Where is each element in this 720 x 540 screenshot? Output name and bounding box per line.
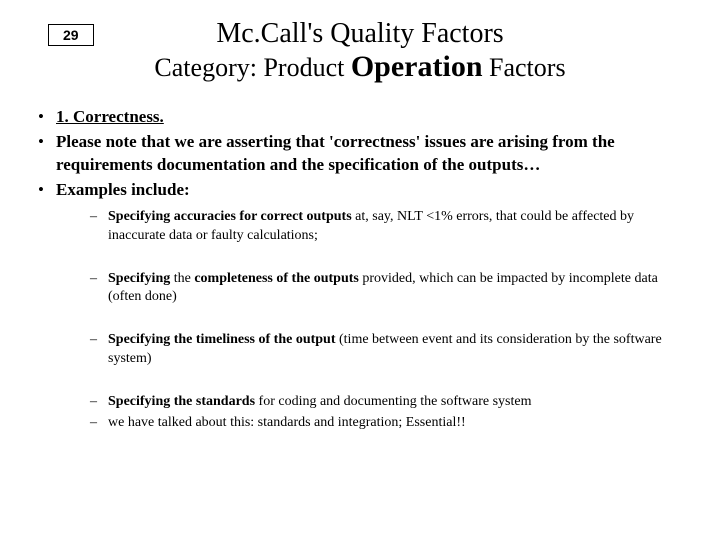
rest-span: we have talked about this: standards and… <box>108 415 466 430</box>
title-block: Mc.Call's Quality Factors Category: Prod… <box>0 18 720 84</box>
bold-span: Specifying <box>108 271 170 286</box>
bullet-lvl1: • 1. Correctness. <box>38 106 682 129</box>
bullet-dot-icon: • <box>38 131 56 154</box>
title-line2: Category: Product Operation Factors <box>0 50 720 84</box>
bold-span: Specifying the standards <box>108 394 255 409</box>
title-line1: Mc.Call's Quality Factors <box>0 18 720 50</box>
bullet-dash-icon: – <box>90 331 108 350</box>
bullet-lvl2-text: Specifying the timeliness of the output … <box>108 331 682 369</box>
bullet-lvl2: – Specifying the standards for coding an… <box>90 393 682 412</box>
bullet-lvl2-text: we have talked about this: standards and… <box>108 414 682 433</box>
bold-span: completeness of the outputs <box>194 271 359 286</box>
bullet-lvl1-text: Please note that we are asserting that '… <box>56 131 682 177</box>
rest-span: for coding and documenting the software … <box>255 394 531 409</box>
bullet-lvl1: • Examples include: <box>38 179 682 202</box>
body: • 1. Correctness. • Please note that we … <box>38 106 682 435</box>
bullet-dash-icon: – <box>90 208 108 227</box>
bold-span: Specifying accuracies for correct output… <box>108 209 352 224</box>
bullet-lvl2: – Specifying the completeness of the out… <box>90 270 682 308</box>
title-line2-pre: Category: Product <box>154 53 350 82</box>
bullet-lvl1: • Please note that we are asserting that… <box>38 131 682 177</box>
bold-span: Specifying the timeliness of the output <box>108 332 336 347</box>
bullet-dash-icon: – <box>90 393 108 412</box>
bullet-lvl2: – Specifying the timeliness of the outpu… <box>90 331 682 369</box>
bullet-dash-icon: – <box>90 414 108 433</box>
lvl2-list: – Specifying accuracies for correct outp… <box>90 208 682 433</box>
bullet-dot-icon: • <box>38 106 56 129</box>
bullet-lvl2-text: Specifying the standards for coding and … <box>108 393 682 412</box>
bullet-lvl2-text: Specifying accuracies for correct output… <box>108 208 682 246</box>
bullet-dash-icon: – <box>90 270 108 289</box>
bullet-lvl2: – we have talked about this: standards a… <box>90 414 682 433</box>
bullet-lvl2: – Specifying accuracies for correct outp… <box>90 208 682 246</box>
rest-span: the <box>170 271 194 286</box>
bullet-dot-icon: • <box>38 179 56 202</box>
title-line2-post: Factors <box>483 53 566 82</box>
bullet-lvl1-text: 1. Correctness. <box>56 106 682 129</box>
title-line2-strong: Operation <box>351 50 483 83</box>
bullet-lvl1-text: Examples include: <box>56 179 682 202</box>
bullet-lvl2-text: Specifying the completeness of the outpu… <box>108 270 682 308</box>
